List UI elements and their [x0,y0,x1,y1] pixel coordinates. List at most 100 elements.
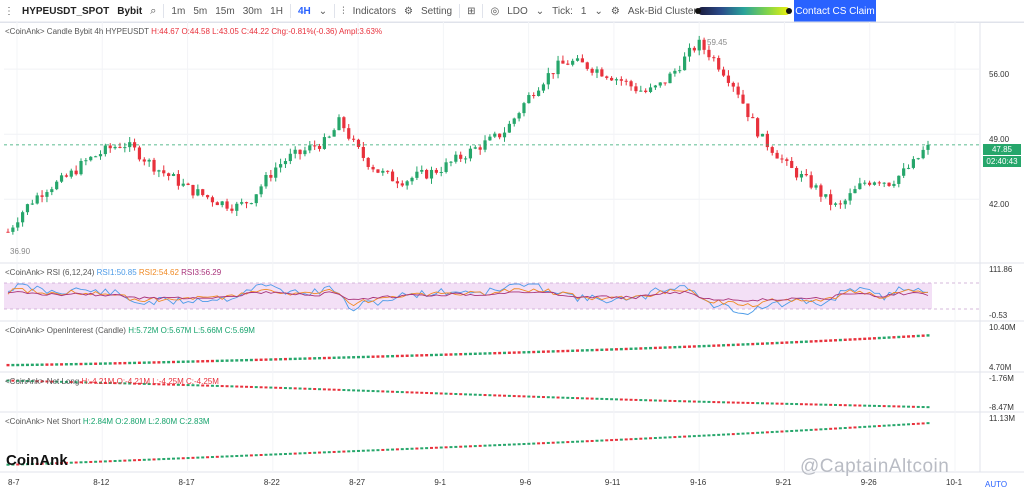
oi-candle [395,354,399,358]
ldo-button[interactable]: LDO [507,5,528,17]
slider-handle-left[interactable] [695,8,701,14]
interval-15m[interactable]: 15m [215,5,235,17]
netshort-candle [318,451,322,454]
netlong-candle [809,403,813,406]
interval-1h[interactable]: 1H [270,5,283,17]
candle-body [702,39,706,50]
interval-1m[interactable]: 1m [171,5,186,17]
oi-candle [751,342,755,346]
oi-candle [420,354,424,357]
oi-candle [322,356,326,360]
netshort-candle [395,448,399,451]
netlong-candle [673,400,677,403]
netlong-candle [391,390,395,393]
netshort-candle [809,428,813,431]
netlong-candle [556,396,560,399]
candle-body [911,159,915,168]
netshort-candle [191,456,195,459]
netlong-candle [483,394,487,397]
netlong-candle [887,405,891,408]
netshort-candle [639,437,643,440]
oi-candle [245,358,249,362]
chevron-down-icon[interactable]: ⌄ [535,5,545,17]
oi-candle [537,350,541,354]
candle-body [877,182,881,184]
netlong-candle [639,399,643,402]
candle-body [444,162,448,172]
contact-cs-claim-button[interactable]: Contact CS Claim [794,0,876,22]
candle-body [829,194,833,205]
oi-candle [240,359,244,362]
oi-candle [128,361,132,365]
netlong-candle [342,389,346,392]
netshort-candle [780,430,784,433]
eye-icon[interactable]: ◎ [490,5,500,17]
gear-icon[interactable]: ⚙ [610,5,620,17]
netlong-candle [751,402,755,405]
oi-candle [717,344,721,347]
oi-candle [196,360,200,363]
layout-grid-icon[interactable]: ⊞ [467,5,476,17]
slider-handle-right[interactable] [786,8,792,14]
tick-select[interactable]: 1 [580,5,587,17]
heatmap-gradient-slider[interactable] [698,7,790,15]
price-axis-49: 49.00 [989,135,1010,144]
time-axis-tick: 9-6 [519,478,532,487]
candle-body [731,82,735,87]
interval-5m[interactable]: 5m [193,5,208,17]
netshort-candle [926,422,930,425]
chevron-down-icon[interactable]: ⌄ [318,5,328,17]
oi-candle [25,363,29,367]
candle-body [848,193,852,201]
netlong-candle [30,380,34,383]
oi-candle [478,352,482,355]
oi-candle [74,362,78,366]
exchange-name[interactable]: Bybit [117,5,143,17]
netshort-candle [468,445,472,448]
netshort-candle [532,442,536,445]
setting-button[interactable]: Setting [420,5,453,17]
candle-body [863,182,867,184]
legend-open: O:44.58 [181,27,210,36]
netshort-candle [566,441,570,444]
indicators-button[interactable]: Indicators [352,5,396,17]
oi-candle [142,361,146,364]
auto-scale-button[interactable]: AUTO [985,480,1008,489]
netlong-candle [926,406,930,409]
candle-body [648,87,653,92]
oi-candle [532,350,536,354]
netlong-candle [464,393,468,396]
interval-30m[interactable]: 30m [242,5,263,17]
oi-candle [337,356,341,359]
netshort-candle [892,424,896,427]
netlong-candle [717,401,721,404]
interval-4h[interactable]: 4H [297,5,311,17]
netshort-candle [751,432,755,435]
netlong-candle [16,379,20,382]
netlong-candle [147,383,151,386]
netlong-candle [210,384,214,387]
netshort-candle [235,455,239,458]
netshort-candle [429,446,433,449]
oi-candle [775,341,779,345]
oi-candle [590,348,594,352]
symbol-name[interactable]: HYPEUSDT_SPOT [22,5,110,17]
rsi1-line [7,283,929,315]
netlong-candle [429,392,433,395]
netlong-candle [162,383,166,386]
search-icon[interactable]: ⌕ [150,4,157,17]
chevron-down-icon[interactable]: ⌄ [594,5,603,17]
netshort-candle [687,435,691,438]
ask-bid-cluster-button[interactable]: Ask-Bid Cluster [627,5,697,17]
netshort-candle [834,427,838,430]
netlong-candle [493,394,497,397]
indicators-icon[interactable]: ⫶ [342,5,345,17]
gear-icon[interactable]: ⚙ [403,5,413,17]
netlong-candle [318,388,322,391]
oi-candle [113,362,117,365]
netshort-candle [683,435,687,438]
netlong-candle [590,397,594,400]
oi-candle [760,342,764,345]
symbol-menu-icon[interactable]: ⋮ [4,5,14,17]
